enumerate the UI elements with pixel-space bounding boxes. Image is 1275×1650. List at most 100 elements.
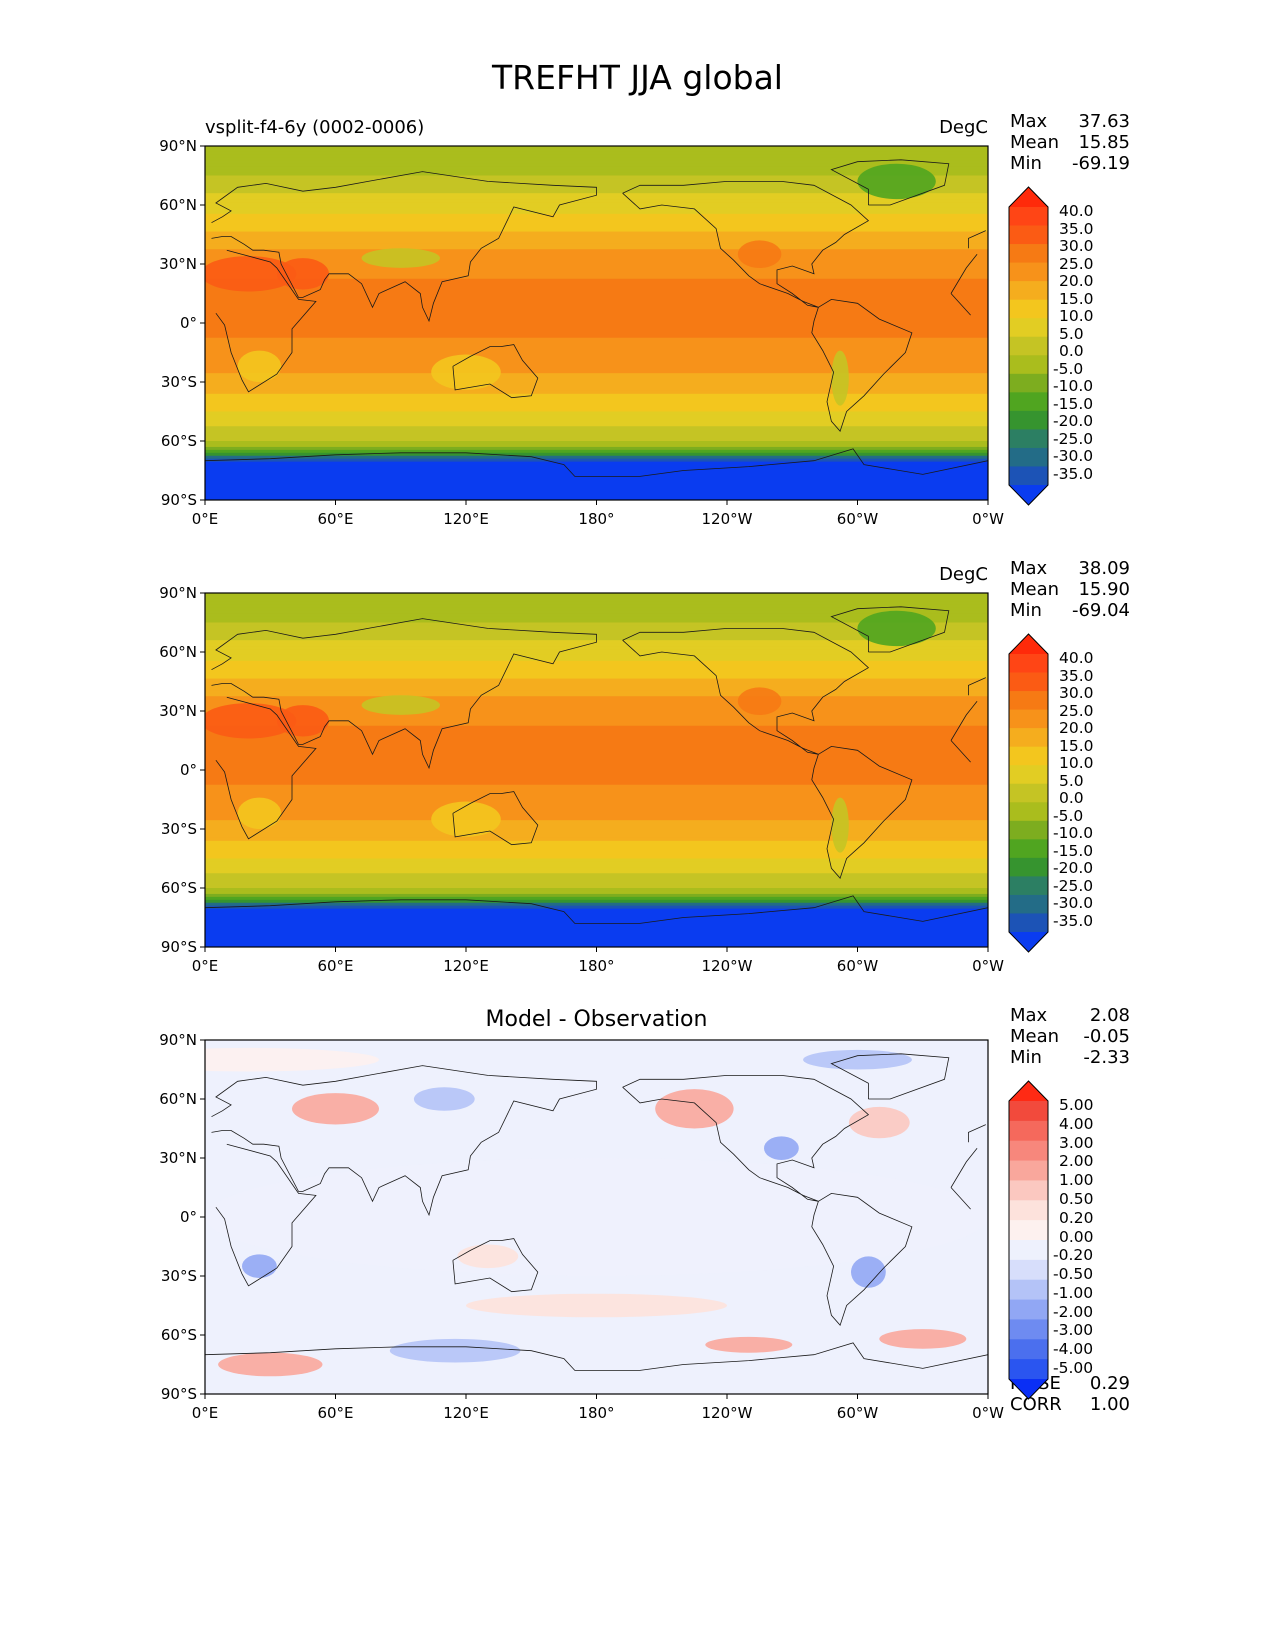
region-andes-cold <box>831 350 849 406</box>
stat-name-min: Min <box>1010 153 1042 174</box>
contour-band <box>205 628 988 632</box>
colorbar-tick-label: 4.00 <box>1059 1114 1094 1133</box>
contour-band <box>205 663 988 668</box>
contour-band <box>205 387 988 392</box>
stat-value-mean: 15.85 <box>1078 132 1130 153</box>
contour-band <box>205 711 988 715</box>
colorbar-tick-label: -30.0 <box>1053 894 1094 913</box>
colorbar-segment <box>1009 1240 1048 1261</box>
y-tick-label: 30°N <box>159 1149 197 1167</box>
colorbar-tick-label: -5.00 <box>1053 1359 1094 1377</box>
contour-band <box>205 654 988 659</box>
figure-title: TREFHT JJA global <box>492 58 783 97</box>
colorbar-tick-label: 0.0 <box>1059 342 1084 361</box>
stat-name-min: Min <box>1010 600 1042 621</box>
colorbar-segment <box>1009 1140 1048 1161</box>
contour-band <box>205 272 988 277</box>
contour-band <box>205 646 988 650</box>
contour-band <box>205 767 988 771</box>
panel-title-left: vsplit-f4-6y (0002-0006) <box>205 117 425 138</box>
axis-ticks-3 <box>200 1039 989 1399</box>
region-south-africa <box>237 350 282 382</box>
diff-patch <box>205 1047 379 1072</box>
contour-band <box>205 302 988 306</box>
colorbar-segment <box>1009 244 1048 263</box>
contour-band <box>205 893 988 898</box>
contour-band <box>205 619 988 624</box>
contour-band <box>205 805 988 809</box>
contour-band <box>205 382 988 386</box>
x-tick-label: 60°E <box>317 1404 354 1422</box>
y-tick-label: 60°S <box>160 1326 197 1344</box>
coastline-africa <box>950 700 978 741</box>
map-panel-1 <box>204 145 989 501</box>
diff-patch <box>457 1244 519 1269</box>
colorbar-tick-label: -15.0 <box>1053 394 1094 413</box>
x-tick-label: 60°E <box>317 957 354 975</box>
coastline-southamerica <box>811 298 913 432</box>
coastline-africa <box>950 253 978 294</box>
contour-band <box>205 160 988 165</box>
colorbar-segment <box>1009 447 1048 467</box>
map-panel-2 <box>204 592 989 948</box>
colorbar-tick-label: -20.0 <box>1053 859 1094 878</box>
x-tick-label: 120°E <box>443 1404 489 1422</box>
colorbar-tick-label: -10.0 <box>1053 824 1094 843</box>
contour-band <box>205 737 988 742</box>
contour-band <box>205 269 988 274</box>
diff-patch <box>705 1336 793 1353</box>
contour-band <box>205 888 988 892</box>
contour-band <box>205 652 988 656</box>
colorbar-segment <box>1009 207 1048 226</box>
contour-band <box>205 610 988 615</box>
contour-band <box>205 926 988 930</box>
colorbar-tick-label: 1.00 <box>1059 1171 1094 1190</box>
contour-band <box>205 361 988 365</box>
stat-value-rmse: 0.29 <box>1089 1373 1130 1394</box>
contour-band <box>205 320 988 324</box>
contour-band <box>205 423 988 427</box>
contour-band <box>205 876 988 880</box>
contour-band <box>205 429 988 433</box>
colorbar-tick-label: -1.00 <box>1053 1283 1094 1302</box>
x-tick-label: 120°W <box>701 1404 753 1422</box>
colorbar-segment <box>1009 783 1048 803</box>
contour-band <box>205 593 988 597</box>
contour-band <box>205 243 988 247</box>
contour-band <box>205 364 988 368</box>
x-tick-label: 60°W <box>836 1404 879 1422</box>
contour-band <box>205 802 988 806</box>
contour-band <box>205 755 988 759</box>
contour-band <box>205 311 988 315</box>
colorbar-segment <box>1009 410 1048 430</box>
colorbar-tick-label: 10.0 <box>1059 754 1094 773</box>
x-tick-label: 120°E <box>443 510 489 528</box>
contour-band <box>205 944 988 947</box>
contour-band <box>205 849 988 854</box>
contour-band <box>205 861 988 865</box>
stat-value-max: 38.09 <box>1078 558 1130 579</box>
diff-patch <box>389 1338 521 1363</box>
stat-name-max: Max <box>1010 111 1048 132</box>
contour-band <box>205 370 988 374</box>
x-tick-label: 120°W <box>701 510 753 528</box>
panel-title-center: Model - Observation <box>485 1007 708 1032</box>
colorbar-tick-label: -2.00 <box>1053 1302 1094 1321</box>
colorbar-extend-min <box>1009 485 1048 505</box>
contour-band <box>205 146 988 150</box>
colorbar-segment <box>1009 225 1048 245</box>
contour-band <box>205 246 988 250</box>
x-tick-label: 120°W <box>701 957 753 975</box>
contour-band <box>205 426 988 430</box>
colorbar-segment <box>1009 857 1048 877</box>
contour-band <box>205 899 988 904</box>
contour-band <box>205 314 988 318</box>
region-sw-usa-hot <box>737 687 782 715</box>
contour-band <box>205 264 988 268</box>
colorbar-extend-min <box>1009 932 1048 952</box>
x-tick-label: 180° <box>578 510 615 528</box>
colorbar-tick-label: 30.0 <box>1059 684 1094 703</box>
contour-band <box>205 601 988 606</box>
colorbar-segment <box>1009 281 1048 301</box>
diff-patch <box>851 1256 886 1288</box>
